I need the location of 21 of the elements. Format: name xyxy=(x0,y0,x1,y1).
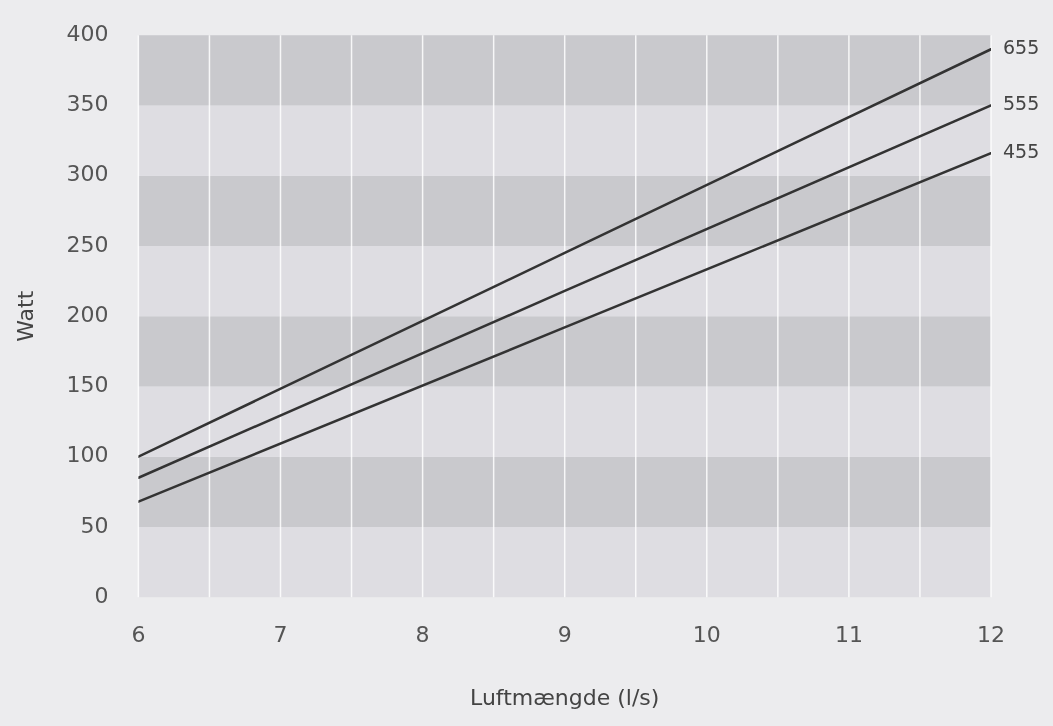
series-label: 655 xyxy=(1003,36,1040,59)
x-axis-title: Luftmængde (l/s) xyxy=(470,684,660,710)
y-tick-label: 100 xyxy=(66,442,109,468)
x-tick-label: 6 xyxy=(131,622,146,648)
x-tick-label: 10 xyxy=(692,622,721,648)
y-tick-label: 50 xyxy=(80,512,109,538)
y-tick-label: 250 xyxy=(66,231,109,257)
series-label: 455 xyxy=(1003,140,1040,163)
series-label: 555 xyxy=(1003,92,1040,115)
y-tick-label: 150 xyxy=(66,372,109,398)
x-tick-label: 12 xyxy=(977,622,1005,648)
y-axis-title: Watt xyxy=(12,290,38,342)
y-tick-label: 300 xyxy=(66,161,109,187)
y-tick-label: 400 xyxy=(66,20,109,46)
y-tick-label: 350 xyxy=(66,91,109,117)
x-tick-label: 7 xyxy=(273,622,288,648)
x-tick-label: 9 xyxy=(557,622,572,648)
y-tick-label: 0 xyxy=(94,582,109,608)
x-tick-label: 8 xyxy=(415,622,430,648)
y-tick-label: 200 xyxy=(66,301,109,327)
x-tick-label: 11 xyxy=(834,622,863,648)
